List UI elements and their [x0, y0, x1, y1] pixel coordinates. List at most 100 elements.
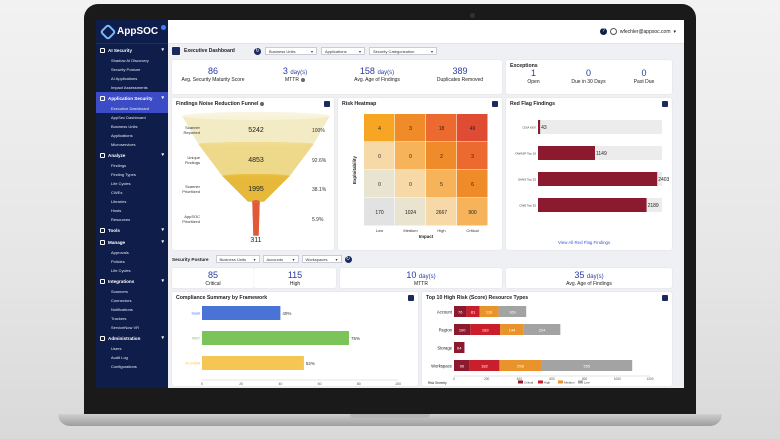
sidebar-section-administration[interactable]: Administration ▾ [96, 332, 168, 344]
sidebar-item-appsec-dashboard[interactable]: AppSec Dashboard [111, 115, 146, 120]
filter-applications[interactable]: Applications ▾ [321, 47, 365, 55]
heatmap-cell[interactable] [395, 142, 426, 170]
sidebar-item-cwes[interactable]: CWEs [111, 190, 123, 195]
chevron-down-icon[interactable]: ▾ [673, 28, 676, 35]
expand-icon[interactable] [324, 101, 330, 107]
top10-segment-critical[interactable] [454, 342, 465, 353]
top10-segment-medium[interactable] [499, 360, 542, 371]
info-icon[interactable] [300, 77, 305, 82]
top10-segment-high[interactable] [470, 324, 501, 335]
sp-filter-workspaces[interactable]: Workspaces ▾ [301, 255, 342, 263]
top10-legend-low[interactable]: Low [584, 381, 590, 385]
heatmap-cell[interactable] [395, 114, 426, 142]
expand-icon[interactable] [662, 101, 668, 107]
sidebar-section-application-security[interactable]: Application Security ▾ [96, 92, 168, 104]
refresh-icon[interactable]: ↻ [254, 47, 261, 55]
sidebar-item-configurations[interactable]: Configurations [111, 364, 137, 369]
filter-business-units[interactable]: Business Units ▾ [265, 47, 317, 55]
top10-segment-low[interactable] [541, 360, 633, 371]
top10-segment-low[interactable] [523, 324, 561, 335]
heatmap-cell[interactable] [364, 170, 395, 198]
heatmap-cell[interactable] [364, 198, 395, 226]
compliance-bar-nist[interactable] [202, 331, 349, 345]
heatmap-cell[interactable] [364, 114, 395, 142]
top10-segment-critical[interactable] [454, 360, 470, 371]
top10-segment-medium[interactable] [479, 306, 499, 317]
sp-refresh-icon[interactable]: ↻ [344, 255, 352, 263]
sidebar-item-impact-assessments[interactable]: Impact Assessments [111, 85, 148, 90]
heatmap-cell[interactable] [426, 198, 457, 226]
exception-past-due[interactable]: 0 Past Due [616, 68, 672, 85]
sidebar-item-ai-applications[interactable]: AI Applications [111, 76, 138, 81]
expand-icon[interactable] [408, 295, 414, 301]
sidebar-item-shadow-ai-discovery[interactable]: Shadow AI Discovery [111, 58, 149, 63]
sidebar-section-analyze[interactable]: Analyze ▾ [96, 149, 168, 161]
sidebar-item-policies[interactable]: Policies [111, 259, 125, 264]
sidebar-item-executive-dashboard[interactable]: Executive Dashboard [96, 104, 168, 113]
top10-legend-medium[interactable]: Medium [564, 381, 575, 385]
red-flag-bar-cwe-top-25[interactable] [538, 198, 647, 212]
expand-icon[interactable] [662, 295, 668, 301]
filter-security-categorization[interactable]: Security Categorization ▾ [369, 47, 437, 55]
red-flag-bar-owasp-top-10[interactable] [538, 146, 595, 160]
heatmap-cell[interactable] [457, 170, 488, 198]
compliance-bar-ai-csrm[interactable] [202, 356, 304, 370]
logo[interactable]: AppSOC [96, 20, 168, 44]
top10-segment-critical[interactable] [454, 306, 467, 317]
sidebar-item-libraries[interactable]: Libraries [111, 199, 127, 204]
sidebar-item-notifications[interactable]: Notifications [111, 307, 133, 312]
sidebar-item-resources[interactable]: Resources [111, 217, 131, 222]
sidebar-item-users[interactable]: Users [111, 346, 122, 351]
sidebar-item-microservices[interactable]: Microservices [111, 142, 136, 147]
sidebar-section-manage[interactable]: Manage ▾ [96, 236, 168, 248]
sidebar-item-business-units[interactable]: Business Units [111, 124, 138, 129]
heatmap-cell[interactable] [395, 198, 426, 226]
sidebar-item-security-posture[interactable]: Security Posture [111, 67, 141, 72]
view-all-red-flag-link[interactable]: View All Red Flag Findings [558, 240, 611, 245]
heatmap-cell[interactable] [457, 198, 488, 226]
sidebar-item-approvals[interactable]: Approvals [111, 250, 129, 255]
sidebar-item-connectors[interactable]: Connectors [111, 298, 132, 303]
exception-due[interactable]: 0 Due in 30 Days [561, 68, 616, 85]
menu-icon[interactable] [172, 47, 180, 55]
top10-legend-critical[interactable]: Critical [524, 381, 534, 385]
red-flag-bar-sans-top-25[interactable] [538, 172, 658, 186]
sidebar-section-ai-security[interactable]: AI Security ▾ [96, 44, 168, 56]
user-icon[interactable] [609, 28, 617, 35]
top10-segment-critical[interactable] [454, 324, 471, 335]
top10-segment-high[interactable] [469, 360, 500, 371]
sidebar-item-life-cycles[interactable]: Life Cycles [111, 268, 131, 273]
sidebar-item-applications[interactable]: Applications [111, 133, 133, 138]
heatmap-cell[interactable] [457, 142, 488, 170]
sidebar-item-scanners[interactable]: Scanners [111, 289, 128, 294]
top10-segment-medium[interactable] [500, 324, 524, 335]
sidebar-item-finding-types[interactable]: Finding Types [111, 172, 136, 177]
heatmap-cell[interactable] [364, 142, 395, 170]
sidebar-section-tools[interactable]: Tools ▾ [96, 224, 168, 236]
sidebar-item-trackers[interactable]: Trackers [111, 316, 127, 321]
heatmap-cell[interactable] [426, 170, 457, 198]
top10-legend-high[interactable]: High [544, 381, 551, 385]
sidebar-item-hosts[interactable]: Hosts [111, 208, 122, 213]
heatmap-cell[interactable] [426, 142, 457, 170]
sp-filter-accounts[interactable]: Accounts ▾ [262, 255, 299, 263]
red-flag-bar-cisa-kev[interactable] [538, 120, 541, 134]
exception-open[interactable]: 1 Open [506, 68, 561, 85]
top10-segment-high[interactable] [466, 306, 480, 317]
sidebar-item-audit-log[interactable]: Audit Log [111, 355, 128, 360]
sidebar-section-integrations[interactable]: Integrations ▾ [96, 275, 168, 287]
help-icon[interactable]: ? [599, 28, 607, 35]
expand-icon[interactable] [492, 101, 498, 107]
user-email[interactable]: wfechler@appsoc.com [619, 28, 671, 35]
info-icon[interactable] [260, 101, 265, 106]
top10-segment-low[interactable] [498, 306, 527, 317]
sidebar-item-findings[interactable]: Findings [111, 163, 127, 168]
funnel-stage-appsoc-prioritized[interactable] [251, 201, 261, 237]
heatmap-cell[interactable] [426, 114, 457, 142]
sidebar-item-servicenow-vr[interactable]: ServiceNow VR [111, 325, 140, 330]
sp-filter-business-units[interactable]: Business Units ▾ [215, 255, 260, 263]
sidebar-item-life-cycles[interactable]: Life Cycles [111, 181, 131, 186]
heatmap-cell[interactable] [395, 170, 426, 198]
heatmap-cell[interactable] [457, 114, 488, 142]
compliance-bar-saas[interactable] [202, 306, 281, 320]
